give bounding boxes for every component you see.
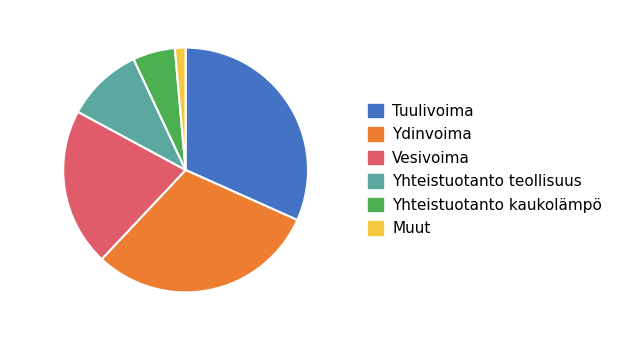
Wedge shape <box>63 112 186 259</box>
Wedge shape <box>134 48 186 170</box>
Wedge shape <box>175 48 186 170</box>
Wedge shape <box>102 170 298 292</box>
Wedge shape <box>78 59 186 170</box>
Wedge shape <box>186 48 308 220</box>
Legend: Tuulivoima, Ydinvoima, Vesivoima, Yhteistuotanto teollisuus, Yhteistuotanto kauk: Tuulivoima, Ydinvoima, Vesivoima, Yhteis… <box>362 98 608 242</box>
